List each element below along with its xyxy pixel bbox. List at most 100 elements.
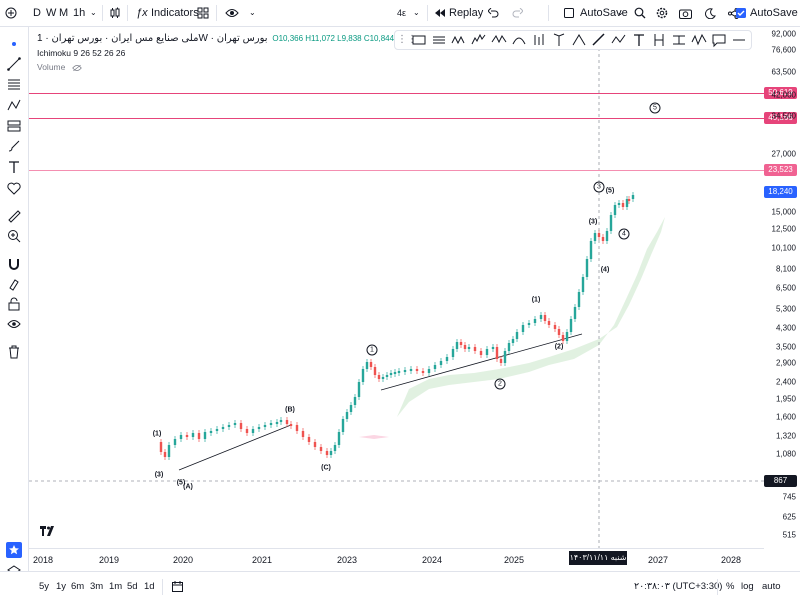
range-1d[interactable]: 1d (144, 581, 155, 592)
brush-stroke-icon[interactable] (591, 32, 607, 48)
price-axis[interactable]: 50,619 40,166 23,523 18,240 867 92,000 76… (764, 27, 800, 548)
ruler-icon[interactable] (5, 207, 23, 225)
visibility-icon[interactable] (5, 315, 23, 333)
text-tool-icon[interactable] (5, 158, 23, 176)
autosave-checkbox-icon[interactable] (564, 0, 574, 26)
log-toggle[interactable]: log (741, 581, 754, 592)
fib-retracement-icon[interactable] (5, 76, 23, 94)
price-range-icon[interactable] (671, 32, 687, 48)
add-symbol-icon[interactable] (5, 0, 17, 26)
bars-pattern-icon[interactable] (531, 32, 547, 48)
symbol-title[interactable]: ملی صنایع مس ایران · بورس تهران · 1W · ب… (37, 33, 268, 44)
settings-icon[interactable] (656, 0, 668, 26)
candle (269, 423, 273, 425)
horizontal-line[interactable] (29, 118, 764, 119)
chevron-down-icon[interactable]: ⌄ (617, 8, 624, 17)
timeframe-w[interactable]: W (46, 7, 57, 19)
autosave-checkbox-label[interactable]: AutoSave (750, 7, 798, 19)
zigzag-icon[interactable] (491, 32, 507, 48)
timeframe-m[interactable]: M (59, 7, 69, 19)
candle (527, 323, 531, 325)
range-5y[interactable]: 5y (39, 581, 50, 592)
pitchfork-icon[interactable] (551, 32, 567, 48)
candle (573, 307, 577, 319)
templates-icon[interactable] (197, 0, 209, 26)
magnet-icon[interactable] (5, 255, 23, 273)
candle (561, 335, 565, 341)
candle (557, 329, 561, 335)
pattern-icon[interactable] (5, 96, 23, 114)
price-label: 6,500 (775, 283, 796, 293)
autosave-menu[interactable]: AutoSave (580, 7, 628, 19)
indicators-icon[interactable]: ƒx (136, 7, 148, 19)
horizontal-line[interactable] (29, 93, 764, 94)
range-1m[interactable]: 1m (109, 581, 123, 592)
go-to-date-icon[interactable] (172, 572, 183, 601)
xabcd-pattern-icon[interactable] (691, 32, 707, 48)
ichimoku-legend[interactable]: Ichimoku 9 26 52 26 26 (37, 48, 126, 58)
autosave-checkbox-checked-icon[interactable] (736, 0, 746, 26)
curve-icon[interactable] (511, 32, 527, 48)
callout-icon[interactable] (711, 32, 727, 48)
chevron-down-icon[interactable]: ⌄ (413, 8, 420, 17)
time-display[interactable]: ۲۰:۳۸:۰۳ (UTC+3:30) (634, 581, 723, 592)
price-label: 2,900 (775, 358, 796, 368)
eye-icon[interactable] (225, 0, 239, 26)
camera-icon[interactable] (679, 0, 692, 26)
range-1y[interactable]: 1y (56, 581, 67, 592)
heart-icon[interactable] (5, 179, 23, 197)
candle (333, 445, 337, 451)
chevron-down-icon[interactable]: ⌄ (249, 8, 256, 17)
chevron-down-icon[interactable]: ⌄ (90, 8, 97, 17)
candles-icon[interactable] (109, 0, 121, 26)
channel-icon[interactable] (431, 32, 447, 48)
moon-icon[interactable] (705, 0, 716, 26)
star-icon[interactable] (5, 541, 23, 559)
volume-legend[interactable]: Volume (37, 62, 82, 72)
redo-icon[interactable] (512, 0, 524, 26)
brush-icon[interactable] (5, 137, 23, 155)
search-icon[interactable] (634, 0, 646, 26)
replay-button[interactable]: Replay (449, 7, 484, 19)
rectangle-icon[interactable] (411, 32, 427, 48)
text-icon[interactable] (631, 32, 647, 48)
trendline (380, 333, 583, 391)
lock-icon[interactable] (5, 295, 23, 313)
indicators-button[interactable]: Indicators (151, 7, 199, 19)
elliott-wave-icon[interactable] (471, 32, 487, 48)
auto-toggle[interactable]: auto (762, 581, 781, 592)
triangle-pattern-icon[interactable] (571, 32, 587, 48)
cursor-dot-icon[interactable] (5, 35, 23, 53)
candle (451, 349, 455, 357)
horizontal-ray-icon[interactable] (731, 32, 747, 48)
percent-toggle[interactable]: % (726, 581, 735, 592)
date-range-icon[interactable] (651, 32, 667, 48)
horizontal-line[interactable] (29, 170, 764, 171)
chart-pane[interactable] (29, 27, 764, 548)
symbol-legend[interactable]: ملی صنایع مس ایران · بورس تهران · 1W · ب… (37, 33, 394, 44)
range-3m[interactable]: 3m (90, 581, 104, 592)
timeframe-1h[interactable]: 1h (73, 7, 86, 19)
abcd-pattern-icon[interactable] (611, 32, 627, 48)
range-6m[interactable]: 6m (71, 581, 85, 592)
time-axis[interactable]: 2018 2019 2020 2021 2023 2024 2025 2027 … (29, 548, 764, 571)
trend-line-icon[interactable] (5, 55, 23, 73)
prediction-icon[interactable] (5, 117, 23, 135)
layout-selector[interactable]: 4ε (397, 8, 407, 18)
replay-icon[interactable] (435, 0, 446, 26)
wave-pattern-icon[interactable] (451, 32, 467, 48)
range-5d[interactable]: 5d (127, 581, 138, 592)
stay-drawing-icon[interactable] (5, 275, 23, 293)
trash-icon[interactable] (5, 343, 23, 361)
candle (503, 351, 507, 363)
candle (263, 425, 267, 427)
ichimoku-cloud (397, 217, 665, 417)
timeframe-d[interactable]: D (33, 7, 41, 19)
undo-icon[interactable] (487, 0, 499, 26)
tradingview-logo[interactable] (40, 526, 56, 539)
drag-handle-icon[interactable]: ⋮⋮ (397, 34, 417, 45)
candle (257, 427, 261, 429)
candle (319, 447, 323, 451)
zoom-in-icon[interactable] (5, 227, 23, 245)
price-chart[interactable] (29, 27, 764, 548)
